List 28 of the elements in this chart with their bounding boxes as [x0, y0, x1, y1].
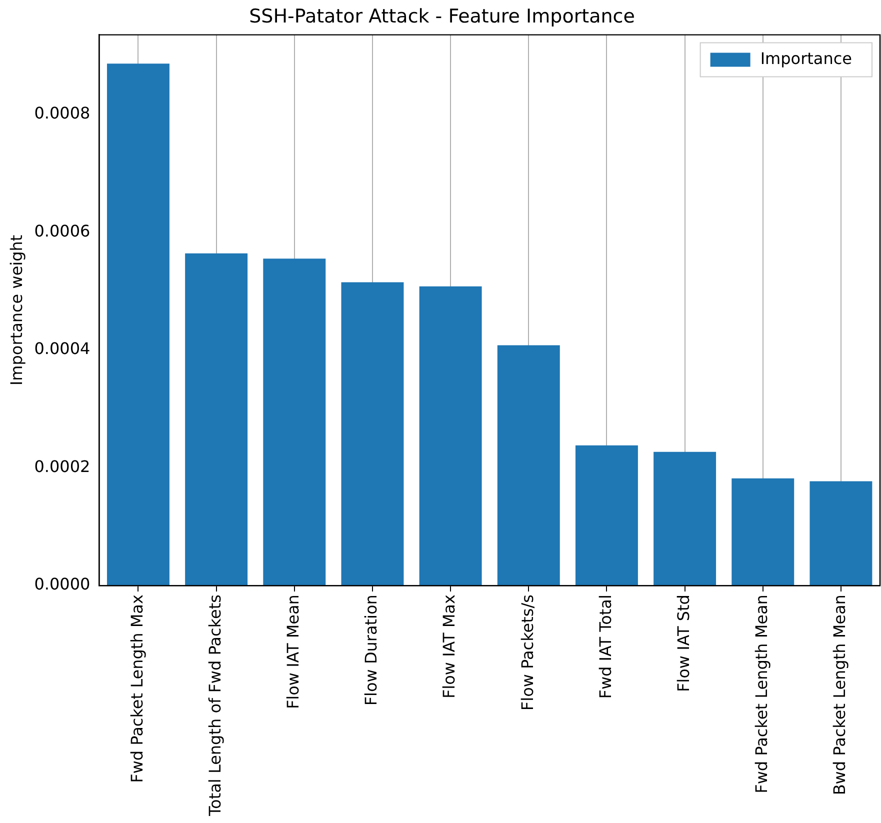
x-tick-label: Fwd Packet Length Max — [127, 594, 146, 783]
x-tick-label: Flow Packets/s — [518, 594, 537, 711]
legend-label: Importance — [760, 48, 852, 68]
bar — [419, 286, 482, 586]
x-tick-label: Bwd Packet Length Mean — [830, 594, 850, 796]
y-tick-label: 0.0006 — [34, 221, 90, 240]
x-tick-label: Flow IAT Std — [674, 594, 693, 692]
bar — [106, 64, 170, 586]
bar — [341, 282, 404, 586]
chart-title: SSH-Patator Attack - Feature Importance — [249, 5, 635, 28]
y-tick-label: 0.0000 — [34, 574, 90, 594]
bar — [810, 481, 872, 586]
x-tick-label: Flow Duration — [362, 594, 381, 706]
x-tick-label: Flow IAT Max — [440, 594, 459, 699]
y-tick-label: 0.0008 — [34, 103, 90, 122]
x-tick-label: Total Length of Fwd Packets — [205, 594, 224, 818]
x-tick-label: Fwd Packet Length Mean — [752, 594, 772, 794]
bar — [497, 345, 560, 586]
bar — [732, 478, 794, 586]
y-axis-title: Importance weight — [6, 234, 26, 386]
bar — [654, 452, 716, 586]
y-tick-label: 0.0002 — [34, 456, 90, 476]
x-tick-label: Flow IAT Mean — [284, 594, 303, 710]
bar — [575, 445, 638, 586]
bar — [263, 258, 326, 586]
y-tick-label: 0.0004 — [34, 339, 90, 358]
x-tick-label: Fwd IAT Total — [596, 594, 615, 699]
bar — [185, 253, 248, 586]
